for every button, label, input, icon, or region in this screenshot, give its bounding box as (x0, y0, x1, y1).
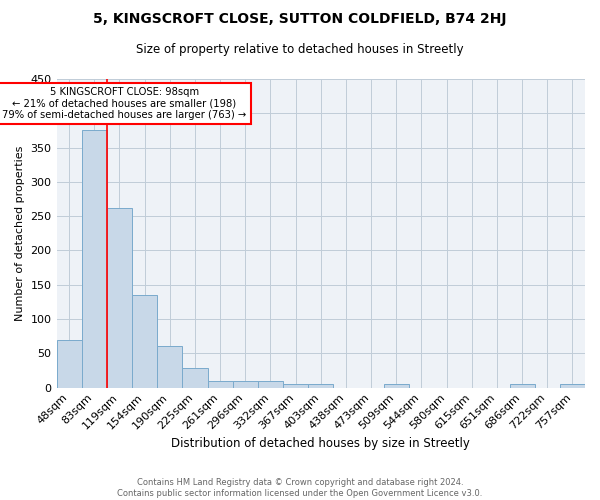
Text: Size of property relative to detached houses in Streetly: Size of property relative to detached ho… (136, 42, 464, 56)
Text: 5, KINGSCROFT CLOSE, SUTTON COLDFIELD, B74 2HJ: 5, KINGSCROFT CLOSE, SUTTON COLDFIELD, B… (93, 12, 507, 26)
Bar (560, 384, 585, 388)
X-axis label: Distribution of detached houses by size in Streetly: Distribution of detached houses by size … (172, 437, 470, 450)
Text: Contains HM Land Registry data © Crown copyright and database right 2024.
Contai: Contains HM Land Registry data © Crown c… (118, 478, 482, 498)
Bar (182, 368, 208, 388)
Bar (283, 384, 308, 388)
Y-axis label: Number of detached properties: Number of detached properties (15, 146, 25, 321)
Bar (509, 384, 535, 388)
Bar (383, 384, 409, 388)
Bar (233, 380, 258, 388)
Bar (308, 384, 334, 388)
Bar (208, 380, 233, 388)
Bar (82, 130, 107, 388)
Bar (107, 208, 132, 388)
Bar (56, 340, 82, 388)
Bar (157, 346, 182, 388)
Bar (258, 380, 283, 388)
Bar (132, 295, 157, 388)
Text: 5 KINGSCROFT CLOSE: 98sqm
← 21% of detached houses are smaller (198)
79% of semi: 5 KINGSCROFT CLOSE: 98sqm ← 21% of detac… (2, 87, 247, 120)
